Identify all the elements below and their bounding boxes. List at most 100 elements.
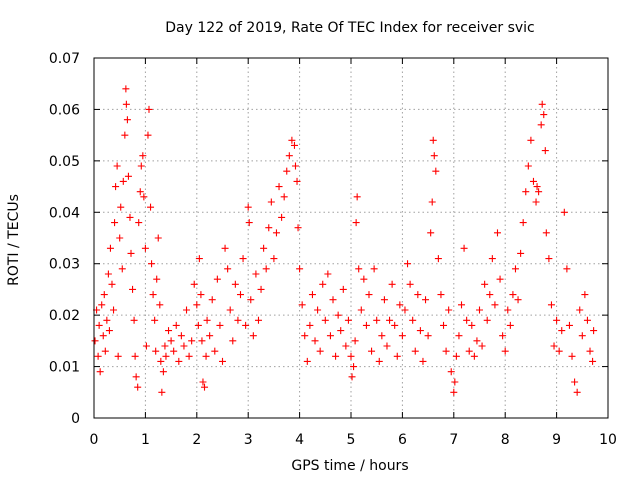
- data-point: [293, 177, 301, 185]
- data-point: [110, 306, 118, 314]
- data-point: [504, 306, 512, 314]
- data-point: [424, 332, 432, 340]
- data-point: [111, 219, 119, 227]
- y-tick-label: 0.06: [49, 102, 80, 118]
- data-point: [339, 285, 347, 293]
- data-point: [134, 383, 142, 391]
- data-point: [517, 249, 525, 257]
- data-point: [519, 219, 527, 227]
- data-point: [142, 342, 150, 350]
- data-point: [481, 280, 489, 288]
- data-point: [149, 291, 157, 299]
- data-point: [242, 321, 250, 329]
- data-point: [553, 316, 561, 324]
- data-point: [283, 167, 291, 175]
- y-tick-label: 0.04: [49, 205, 80, 221]
- data-point: [203, 316, 211, 324]
- data-point: [252, 270, 260, 278]
- data-point: [429, 136, 437, 144]
- data-point: [396, 301, 404, 309]
- data-point: [401, 306, 409, 314]
- data-point: [348, 373, 356, 381]
- data-point: [280, 193, 288, 201]
- data-point: [542, 229, 550, 237]
- data-point: [172, 321, 180, 329]
- data-point: [98, 301, 106, 309]
- data-point: [581, 291, 589, 299]
- data-point: [527, 136, 535, 144]
- data-point: [127, 249, 135, 257]
- data-point: [141, 244, 149, 252]
- data-point: [226, 306, 234, 314]
- y-tick-label: 0.02: [49, 308, 80, 324]
- data-point: [486, 291, 494, 299]
- data-point: [590, 327, 598, 335]
- data-point: [95, 321, 103, 329]
- data-point: [132, 373, 140, 381]
- data-point: [188, 337, 196, 345]
- data-point: [499, 332, 507, 340]
- data-point: [122, 85, 130, 93]
- y-tick-labels: 0 0.01 0.02 0.03 0.04 0.05 0.06 0.07: [49, 51, 80, 427]
- data-point: [144, 131, 152, 139]
- data-point: [550, 342, 558, 350]
- data-point: [368, 347, 376, 355]
- x-tick-label: 5: [347, 432, 356, 448]
- data-point: [560, 208, 568, 216]
- data-point: [355, 265, 363, 273]
- data-point: [347, 352, 355, 360]
- data-point: [145, 105, 153, 113]
- data-point: [350, 363, 358, 371]
- data-point: [199, 378, 207, 386]
- data-point: [442, 347, 450, 355]
- data-point: [117, 203, 125, 211]
- data-point: [113, 162, 121, 170]
- data-point: [321, 316, 329, 324]
- data-point: [458, 301, 466, 309]
- data-point: [545, 255, 553, 263]
- data-point: [114, 352, 122, 360]
- data-point: [329, 296, 337, 304]
- data-point: [427, 229, 435, 237]
- data-point: [311, 337, 319, 345]
- x-tick-label: 6: [398, 432, 407, 448]
- data-point: [452, 352, 460, 360]
- data-point: [493, 229, 501, 237]
- y-tick-label: 0.07: [49, 51, 80, 67]
- data-point: [165, 327, 173, 335]
- data-point: [136, 188, 144, 196]
- data-point: [221, 244, 229, 252]
- data-point: [488, 255, 496, 263]
- data-point: [378, 332, 386, 340]
- data-point: [533, 183, 541, 191]
- data-point: [229, 337, 237, 345]
- data-point: [437, 291, 445, 299]
- data-point: [96, 368, 104, 376]
- data-point: [234, 316, 242, 324]
- data-point: [571, 378, 579, 386]
- data-point: [353, 193, 361, 201]
- data-point: [153, 275, 161, 283]
- data-point: [198, 337, 206, 345]
- data-point: [116, 234, 124, 242]
- data-point: [419, 357, 427, 365]
- data-point: [224, 265, 232, 273]
- data-point: [540, 111, 548, 119]
- data-point: [213, 275, 221, 283]
- data-point: [514, 296, 522, 304]
- data-point: [365, 291, 373, 299]
- data-point: [118, 265, 126, 273]
- data-point: [558, 327, 566, 335]
- data-point: [245, 219, 253, 227]
- data-point: [140, 193, 148, 201]
- data-point: [509, 291, 517, 299]
- data-point: [291, 162, 299, 170]
- y-tick-label: 0.01: [49, 360, 80, 376]
- data-point: [119, 177, 127, 185]
- data-point: [440, 321, 448, 329]
- data-point: [537, 121, 545, 129]
- data-point: [314, 306, 322, 314]
- data-point: [380, 296, 388, 304]
- data-point: [94, 352, 102, 360]
- data-point: [265, 224, 273, 232]
